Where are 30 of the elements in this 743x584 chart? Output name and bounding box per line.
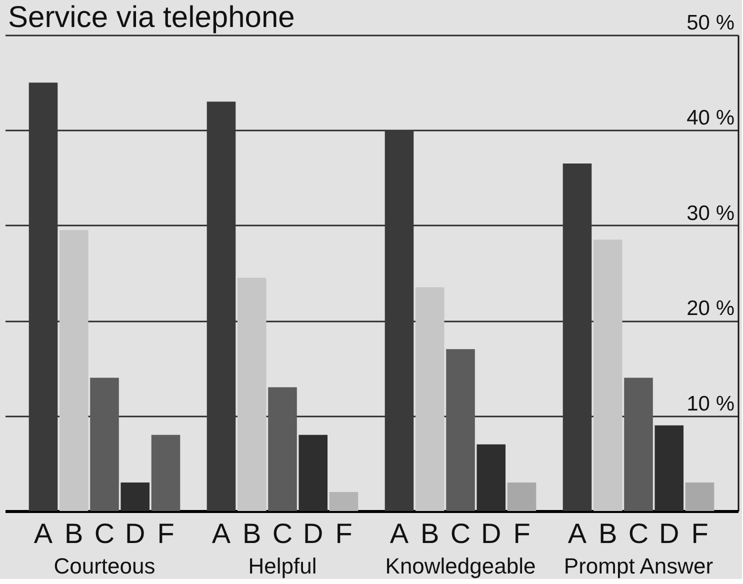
text: C [272,518,293,549]
y-tick-label: 50 % [686,12,734,34]
text: C [450,518,471,549]
x-tick-label: Helpful [248,554,317,578]
text: C [628,518,649,549]
text: F [691,518,708,549]
y-tick-label: 30 % [686,202,734,225]
text: D [659,518,680,549]
text: D [303,518,324,549]
y-tick-label: 20 % [686,297,734,320]
series-label: B [64,518,84,549]
text: D [481,518,502,549]
y-tick-label: 40 % [686,106,734,130]
chart-title: Service via telephone [8,1,295,34]
text: F [513,518,530,549]
series-label: F [157,518,174,549]
text: B [420,518,440,549]
series-label: D [125,518,146,549]
text: A [390,518,409,549]
text: B [598,518,618,549]
y-tick-label: 10 % [686,392,734,416]
x-tick-label: Courteous [54,554,156,578]
text: F [335,518,352,549]
x-tick-label: Knowledgeable [385,554,536,578]
series-label: C [94,518,115,549]
text: B [242,518,262,549]
series-label: A [34,518,53,549]
text: A [568,518,587,549]
x-tick-label: Prompt Answer [564,554,714,578]
text: A [212,518,231,549]
